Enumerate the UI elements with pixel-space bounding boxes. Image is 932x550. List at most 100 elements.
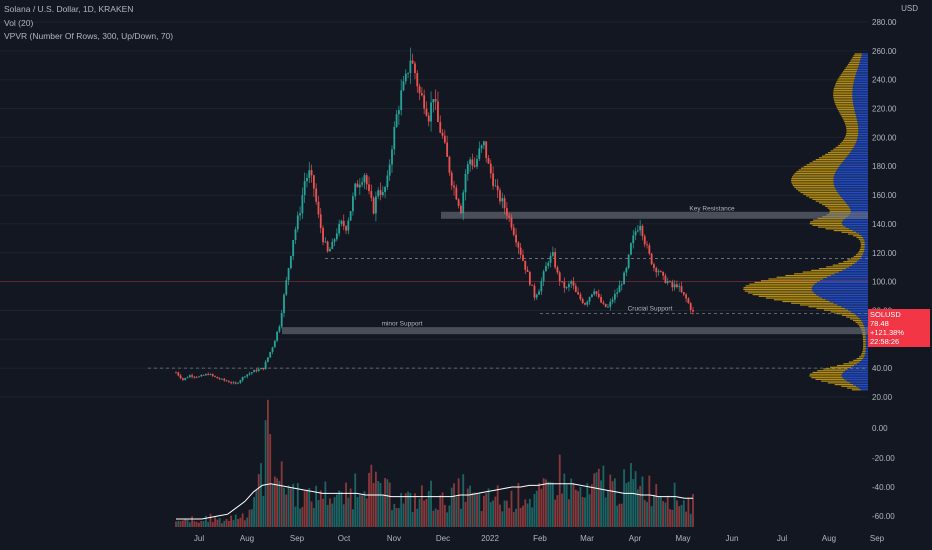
candle-body <box>216 376 219 379</box>
volume-bar <box>271 484 274 527</box>
volume-bar <box>400 493 403 527</box>
candle-body <box>473 165 476 167</box>
volume-profile-down <box>856 358 863 360</box>
candle-body <box>574 285 577 293</box>
volume-profile-down <box>817 370 846 372</box>
candle-body <box>549 255 552 263</box>
volume-profile-up <box>856 70 868 72</box>
y-tick-label: 160.00 <box>872 191 897 200</box>
volume-profile-down <box>827 382 850 384</box>
candle-body <box>643 236 646 245</box>
volume-profile-up <box>862 236 868 239</box>
volume-profile-down <box>812 198 843 201</box>
volume-profile-down <box>863 345 866 348</box>
volume-profile-down <box>830 366 851 368</box>
volume-bar <box>218 518 221 527</box>
volume-profile-down <box>747 292 814 294</box>
candle-body <box>630 243 632 255</box>
volume-bar <box>269 433 272 527</box>
candle-body <box>345 226 347 231</box>
volume-profile-up <box>865 335 868 337</box>
volume-bar <box>420 485 423 527</box>
volume-profile-down <box>855 321 863 323</box>
candle-body <box>271 347 274 352</box>
candle-body <box>375 196 377 214</box>
candle-body <box>558 272 561 282</box>
volume-bar <box>641 476 644 527</box>
volume-bar <box>687 497 690 527</box>
volume-bar <box>283 487 285 527</box>
volume-bar <box>342 504 345 527</box>
volume-profile-up <box>863 238 868 240</box>
candle-body <box>202 374 205 376</box>
volume-profile-up <box>818 295 868 297</box>
volume-profile-down <box>848 233 860 235</box>
candle-body <box>579 294 582 300</box>
volume-profile-up <box>855 112 868 114</box>
candle-body <box>207 374 210 375</box>
candle-body <box>200 374 203 377</box>
volume-profile-up <box>853 103 868 105</box>
candle-body <box>469 159 472 165</box>
volume-bar <box>655 483 658 527</box>
volume-profile-up <box>850 366 868 368</box>
volume-bar <box>306 489 308 527</box>
candle-body <box>556 267 559 273</box>
volume-bar <box>407 491 409 527</box>
volume-bar <box>391 510 393 527</box>
volume-profile-down <box>825 228 849 230</box>
candle-body <box>680 286 683 293</box>
candle-body <box>342 220 345 227</box>
volume-bar <box>225 519 228 527</box>
volume-profile-up <box>858 129 868 131</box>
volume-profile-down <box>812 160 844 162</box>
volume-bar <box>292 483 295 527</box>
volume-bar <box>397 508 400 527</box>
volume-profile-down <box>857 252 864 254</box>
volume-profile-down <box>856 236 863 239</box>
volume-profile-up <box>865 340 868 342</box>
volume-bar <box>363 491 366 527</box>
price-tag[interactable]: SOLUSD 78.48 +121.38% 22:58:26 <box>868 309 930 347</box>
volume-profile-up <box>864 245 868 247</box>
y-tick-label: 260.00 <box>872 47 897 56</box>
volume-profile-up <box>864 242 868 244</box>
volume-profile-up <box>849 152 868 154</box>
volume-bar <box>308 487 311 527</box>
volume-profile-down <box>841 141 857 143</box>
volume-bar <box>588 494 591 527</box>
candle-body <box>361 182 364 185</box>
candle-body <box>191 375 193 377</box>
volume-indicator-label: Vol (20) <box>4 18 34 28</box>
volume-profile-up <box>861 53 868 55</box>
volume-bar <box>499 504 501 527</box>
volume-profile-up <box>853 107 868 109</box>
volume-profile-down <box>794 186 835 188</box>
volume-profile-up <box>848 205 868 207</box>
volume-bar <box>303 491 306 527</box>
volume-bar <box>678 506 681 527</box>
candle-body <box>262 368 265 370</box>
volume-profile-up <box>852 101 868 104</box>
volume-profile-up <box>858 387 868 389</box>
candle-body <box>273 340 276 348</box>
candle-body <box>278 326 281 332</box>
volume-profile-down <box>841 72 857 74</box>
candle-body <box>627 254 630 269</box>
volume-profile-up <box>860 58 868 60</box>
volume-profile-down <box>861 352 866 355</box>
volume-profile-up <box>852 98 868 100</box>
volume-bar <box>441 492 444 527</box>
volume-profile-up <box>865 345 868 348</box>
y-tick-label: 100.00 <box>872 278 897 287</box>
candle-body <box>257 369 260 372</box>
candle-body <box>508 215 511 218</box>
volume-bar <box>632 479 635 527</box>
volume-profile-up <box>835 171 868 173</box>
candle-body <box>659 271 662 272</box>
volume-profile-up <box>848 228 868 230</box>
candle-body <box>501 198 504 202</box>
volume-profile-up <box>851 311 868 313</box>
volume-profile-down <box>833 94 853 97</box>
candle-body <box>331 241 334 249</box>
